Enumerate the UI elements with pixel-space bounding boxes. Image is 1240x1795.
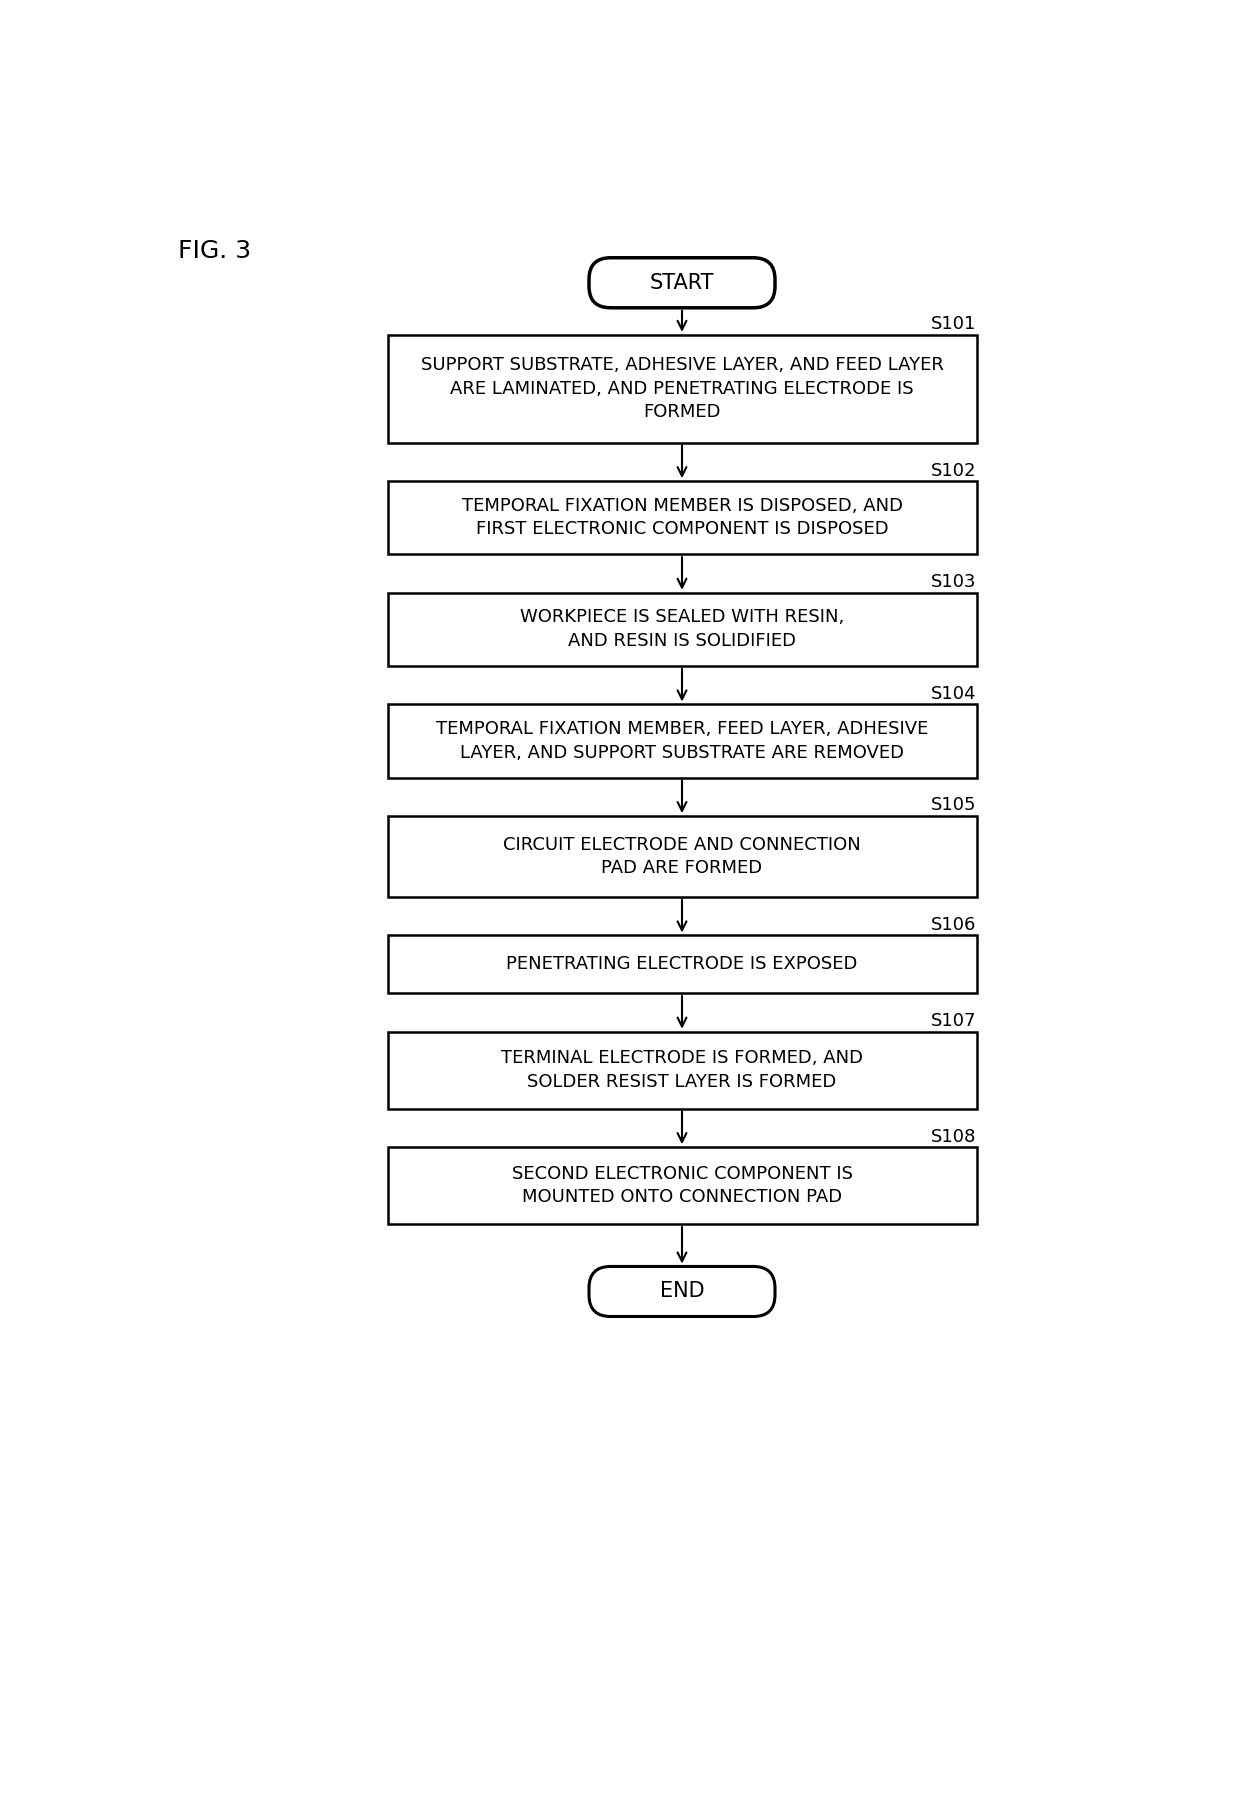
Text: TERMINAL ELECTRODE IS FORMED, AND
SOLDER RESIST LAYER IS FORMED: TERMINAL ELECTRODE IS FORMED, AND SOLDER… [501, 1050, 863, 1091]
Text: S108: S108 [931, 1127, 977, 1145]
Bar [387, 1032, 977, 1109]
Text: FIG. 3: FIG. 3 [179, 239, 252, 262]
Text: S104: S104 [931, 686, 977, 704]
Text: TEMPORAL FIXATION MEMBER IS DISPOSED, AND
FIRST ELECTRONIC COMPONENT IS DISPOSED: TEMPORAL FIXATION MEMBER IS DISPOSED, AN… [461, 497, 903, 538]
Text: END: END [660, 1282, 704, 1301]
Text: START: START [650, 273, 714, 293]
Bar [387, 1147, 977, 1224]
FancyBboxPatch shape [589, 1267, 775, 1316]
Bar [387, 704, 977, 777]
Bar [387, 334, 977, 443]
Text: S107: S107 [931, 1012, 977, 1030]
Text: S102: S102 [931, 461, 977, 479]
Text: SUPPORT SUBSTRATE, ADHESIVE LAYER, AND FEED LAYER
ARE LAMINATED, AND PENETRATING: SUPPORT SUBSTRATE, ADHESIVE LAYER, AND F… [420, 355, 944, 422]
Text: S103: S103 [931, 573, 977, 591]
Bar [387, 592, 977, 666]
Text: CIRCUIT ELECTRODE AND CONNECTION
PAD ARE FORMED: CIRCUIT ELECTRODE AND CONNECTION PAD ARE… [503, 836, 861, 878]
Text: S105: S105 [931, 797, 977, 815]
Text: S101: S101 [931, 316, 977, 334]
Bar [387, 817, 977, 898]
Text: S106: S106 [931, 915, 977, 933]
FancyBboxPatch shape [589, 258, 775, 307]
Text: SECOND ELECTRONIC COMPONENT IS
MOUNTED ONTO CONNECTION PAD: SECOND ELECTRONIC COMPONENT IS MOUNTED O… [511, 1165, 853, 1206]
Text: TEMPORAL FIXATION MEMBER, FEED LAYER, ADHESIVE
LAYER, AND SUPPORT SUBSTRATE ARE : TEMPORAL FIXATION MEMBER, FEED LAYER, AD… [435, 720, 929, 761]
Text: PENETRATING ELECTRODE IS EXPOSED: PENETRATING ELECTRODE IS EXPOSED [506, 955, 858, 973]
Bar [387, 481, 977, 555]
Bar [387, 935, 977, 993]
Text: WORKPIECE IS SEALED WITH RESIN,
AND RESIN IS SOLIDIFIED: WORKPIECE IS SEALED WITH RESIN, AND RESI… [520, 609, 844, 650]
